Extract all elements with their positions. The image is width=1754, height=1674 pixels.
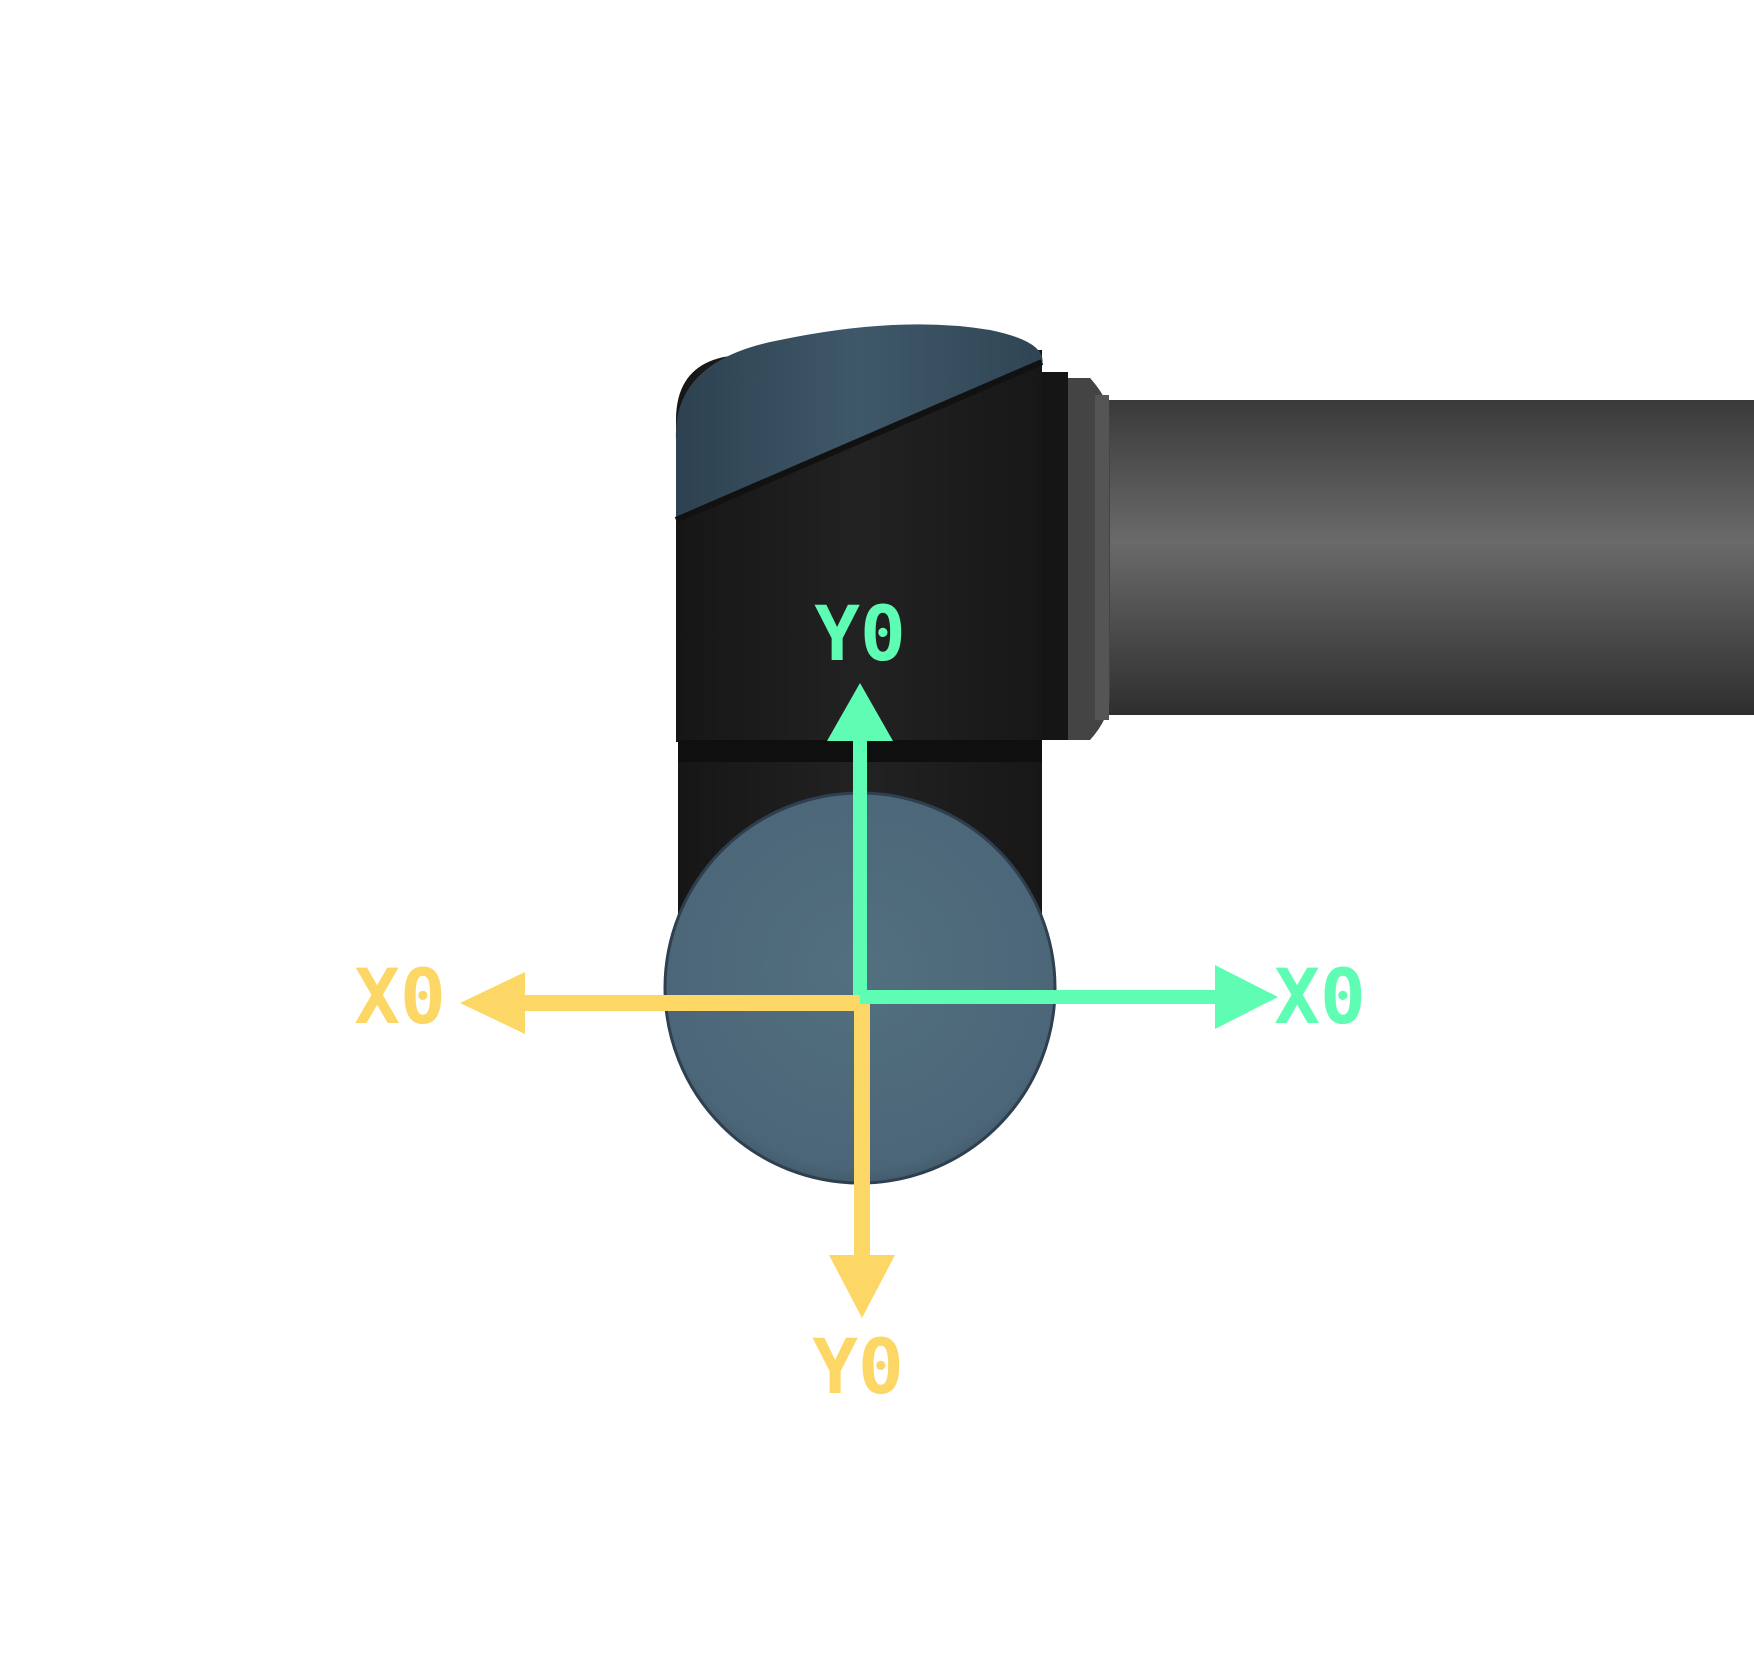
yellow-y-axis-arrowhead — [829, 1255, 895, 1318]
green-x-axis-arrowhead — [1215, 965, 1278, 1029]
green-x-axis-label: X0 — [1274, 952, 1366, 1041]
body-flange — [1040, 372, 1068, 740]
green-y-axis-label: Y0 — [814, 589, 906, 678]
green-y-axis-arrowhead — [827, 683, 893, 741]
robot-arm-joint-icon — [663, 324, 1754, 1185]
yellow-frame: X0 Y0 — [354, 952, 904, 1411]
yellow-x-axis-label: X0 — [354, 952, 446, 1041]
joint-top-cap — [675, 324, 1043, 522]
green-frame: Y0 X0 — [814, 589, 1366, 1041]
yellow-x-axis-arrowhead — [460, 972, 525, 1034]
yellow-y-axis-label: Y0 — [812, 1322, 904, 1411]
link-tube — [1105, 400, 1754, 715]
